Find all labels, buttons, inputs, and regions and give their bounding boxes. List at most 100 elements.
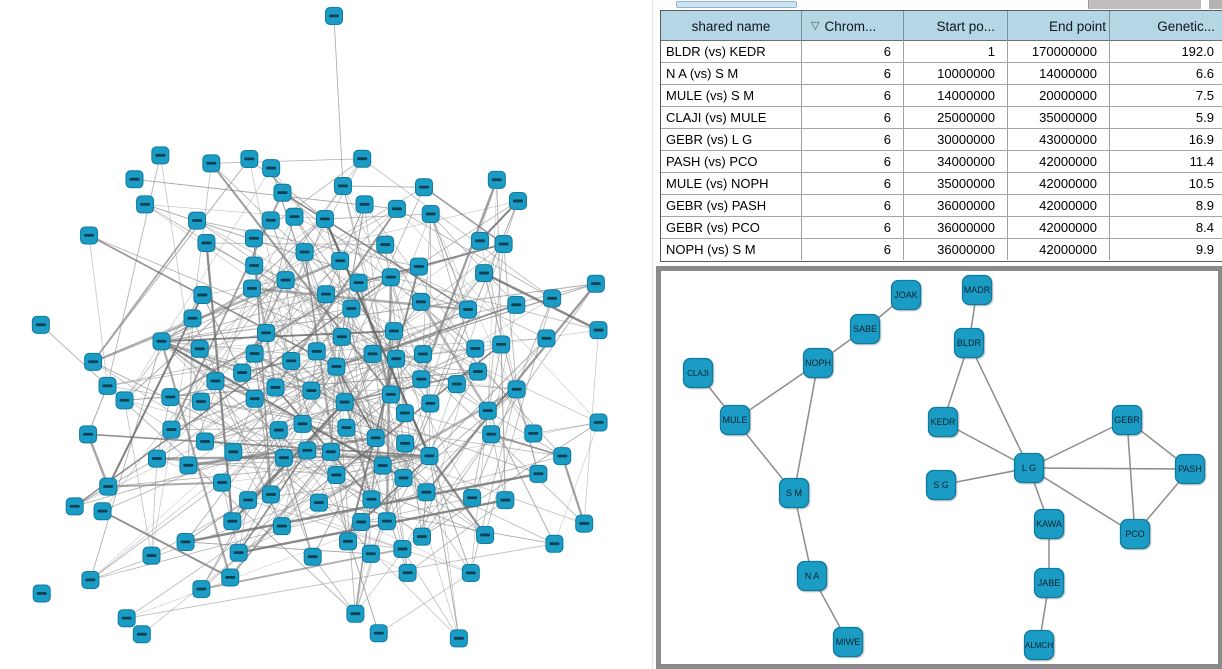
- overview-node[interactable]: [349, 273, 368, 292]
- subnet-node-PASH[interactable]: PASH: [1174, 453, 1206, 485]
- overview-node[interactable]: [421, 394, 440, 413]
- overview-node[interactable]: [243, 279, 262, 298]
- overview-node[interactable]: [147, 449, 166, 468]
- overview-node[interactable]: [361, 544, 380, 563]
- table-cell[interactable]: 14000000: [904, 85, 1008, 106]
- subnet-node-MADR[interactable]: MADR: [961, 274, 993, 306]
- overview-node[interactable]: [183, 309, 202, 328]
- table-cell[interactable]: 10.5: [1188, 176, 1214, 191]
- table-cell[interactable]: 8.4: [1195, 220, 1214, 235]
- overview-node[interactable]: [325, 7, 343, 25]
- overview-node[interactable]: [381, 385, 400, 404]
- overview-node[interactable]: [302, 381, 321, 400]
- overview-node[interactable]: [476, 526, 495, 545]
- table-cell[interactable]: 42000000: [1008, 151, 1110, 172]
- overview-node[interactable]: [303, 547, 322, 566]
- overview-node[interactable]: [415, 178, 434, 197]
- table-cell[interactable]: 9.9: [1195, 242, 1214, 257]
- overview-node[interactable]: [335, 393, 354, 412]
- table-cell[interactable]: 20000000: [1008, 85, 1110, 106]
- overview-node[interactable]: [117, 609, 136, 628]
- overview-node[interactable]: [412, 370, 431, 389]
- table-cell[interactable]: 192.0: [1181, 44, 1214, 59]
- overview-node[interactable]: [261, 485, 280, 504]
- overview-node[interactable]: [229, 543, 248, 562]
- table-cell[interactable]: 35000000: [1008, 107, 1110, 128]
- overview-network-panel[interactable]: [0, 0, 652, 669]
- table-cell[interactable]: 34000000: [904, 151, 1008, 172]
- col-header-shared-name[interactable]: shared name: [661, 11, 802, 41]
- table-cell[interactable]: MULE (vs) S M: [661, 85, 802, 106]
- scrollbar-track-block[interactable]: [1088, 0, 1201, 9]
- overview-node[interactable]: [353, 149, 372, 168]
- overview-node[interactable]: [396, 434, 415, 453]
- overview-node[interactable]: [332, 327, 351, 346]
- overview-node[interactable]: [176, 532, 195, 551]
- overview-node[interactable]: [492, 335, 511, 354]
- overview-node[interactable]: [475, 264, 494, 283]
- table-cell[interactable]: 5.9: [1195, 110, 1214, 125]
- table-row[interactable]: GEBR (vs) L G 6 30000000 43000000 16.9: [661, 129, 1222, 151]
- table-cell[interactable]: 36000000: [904, 195, 1008, 216]
- overview-node[interactable]: [468, 362, 487, 381]
- subnet-node-MULE[interactable]: MULE: [719, 404, 751, 436]
- overview-node[interactable]: [309, 493, 328, 512]
- subnet-node-SABE[interactable]: SABE: [849, 313, 881, 345]
- overview-node[interactable]: [553, 447, 572, 466]
- overview-node[interactable]: [482, 425, 501, 444]
- table-cell[interactable]: 6: [802, 85, 904, 106]
- table-cell[interactable]: 35000000: [904, 173, 1008, 194]
- overview-node[interactable]: [449, 629, 468, 648]
- overview-node[interactable]: [293, 414, 312, 433]
- table-cell[interactable]: CLAJI (vs) MULE: [661, 107, 802, 128]
- overview-node[interactable]: [496, 491, 515, 510]
- col-header-chrom[interactable]: ▽ Chrom...: [802, 11, 904, 41]
- overview-node[interactable]: [417, 483, 436, 502]
- subnet-node-BLDR[interactable]: BLDR: [953, 327, 985, 359]
- table-cell[interactable]: 43000000: [1008, 129, 1110, 150]
- subnet-node-CLAJI[interactable]: CLAJI: [682, 357, 714, 389]
- table-cell[interactable]: 6: [802, 129, 904, 150]
- overview-node[interactable]: [494, 235, 513, 254]
- overview-node[interactable]: [411, 292, 430, 311]
- overview-node[interactable]: [162, 420, 181, 439]
- overview-node[interactable]: [543, 289, 562, 308]
- table-cell[interactable]: 6: [802, 239, 904, 260]
- overview-node[interactable]: [213, 473, 232, 492]
- table-cell[interactable]: 30000000: [904, 129, 1008, 150]
- table-cell[interactable]: GEBR (vs) PASH: [661, 195, 802, 216]
- table-cell[interactable]: 10000000: [904, 63, 1008, 84]
- overview-node[interactable]: [193, 286, 212, 305]
- table-row[interactable]: CLAJI (vs) MULE 6 25000000 35000000 5.9: [661, 107, 1222, 129]
- overview-node[interactable]: [161, 388, 180, 407]
- overview-node[interactable]: [589, 413, 608, 432]
- table-cell[interactable]: 42000000: [1008, 239, 1110, 260]
- overview-node[interactable]: [321, 442, 340, 461]
- overview-node[interactable]: [276, 271, 295, 290]
- table-cell[interactable]: N A (vs) S M: [661, 63, 802, 84]
- table-cell[interactable]: 6: [802, 195, 904, 216]
- overview-node[interactable]: [459, 300, 478, 319]
- table-row[interactable]: GEBR (vs) PASH 6 36000000 42000000 8.9: [661, 195, 1222, 217]
- overview-node[interactable]: [262, 159, 281, 178]
- overview-node[interactable]: [478, 401, 497, 420]
- overview-node[interactable]: [115, 391, 134, 410]
- subnet-node-NOPH[interactable]: NOPH: [802, 347, 834, 379]
- table-row[interactable]: PASH (vs) PCO 6 34000000 42000000 11.4: [661, 151, 1222, 173]
- overview-node[interactable]: [197, 234, 216, 253]
- overview-node[interactable]: [282, 351, 301, 370]
- overview-node[interactable]: [245, 389, 264, 408]
- subnet-node-PCO[interactable]: PCO: [1119, 518, 1151, 550]
- subnet-node-KAWA[interactable]: KAWA: [1033, 508, 1065, 540]
- overview-node[interactable]: [529, 464, 548, 483]
- overview-node[interactable]: [524, 424, 543, 443]
- overview-node[interactable]: [355, 195, 374, 214]
- table-cell[interactable]: 11.4: [1189, 154, 1214, 169]
- overview-node[interactable]: [261, 211, 280, 230]
- overview-node[interactable]: [266, 378, 285, 397]
- overview-node[interactable]: [98, 376, 117, 395]
- subnet-node-SM[interactable]: S M: [778, 477, 810, 509]
- overview-node[interactable]: [395, 404, 414, 423]
- overview-node[interactable]: [393, 540, 412, 559]
- overview-node[interactable]: [586, 274, 605, 293]
